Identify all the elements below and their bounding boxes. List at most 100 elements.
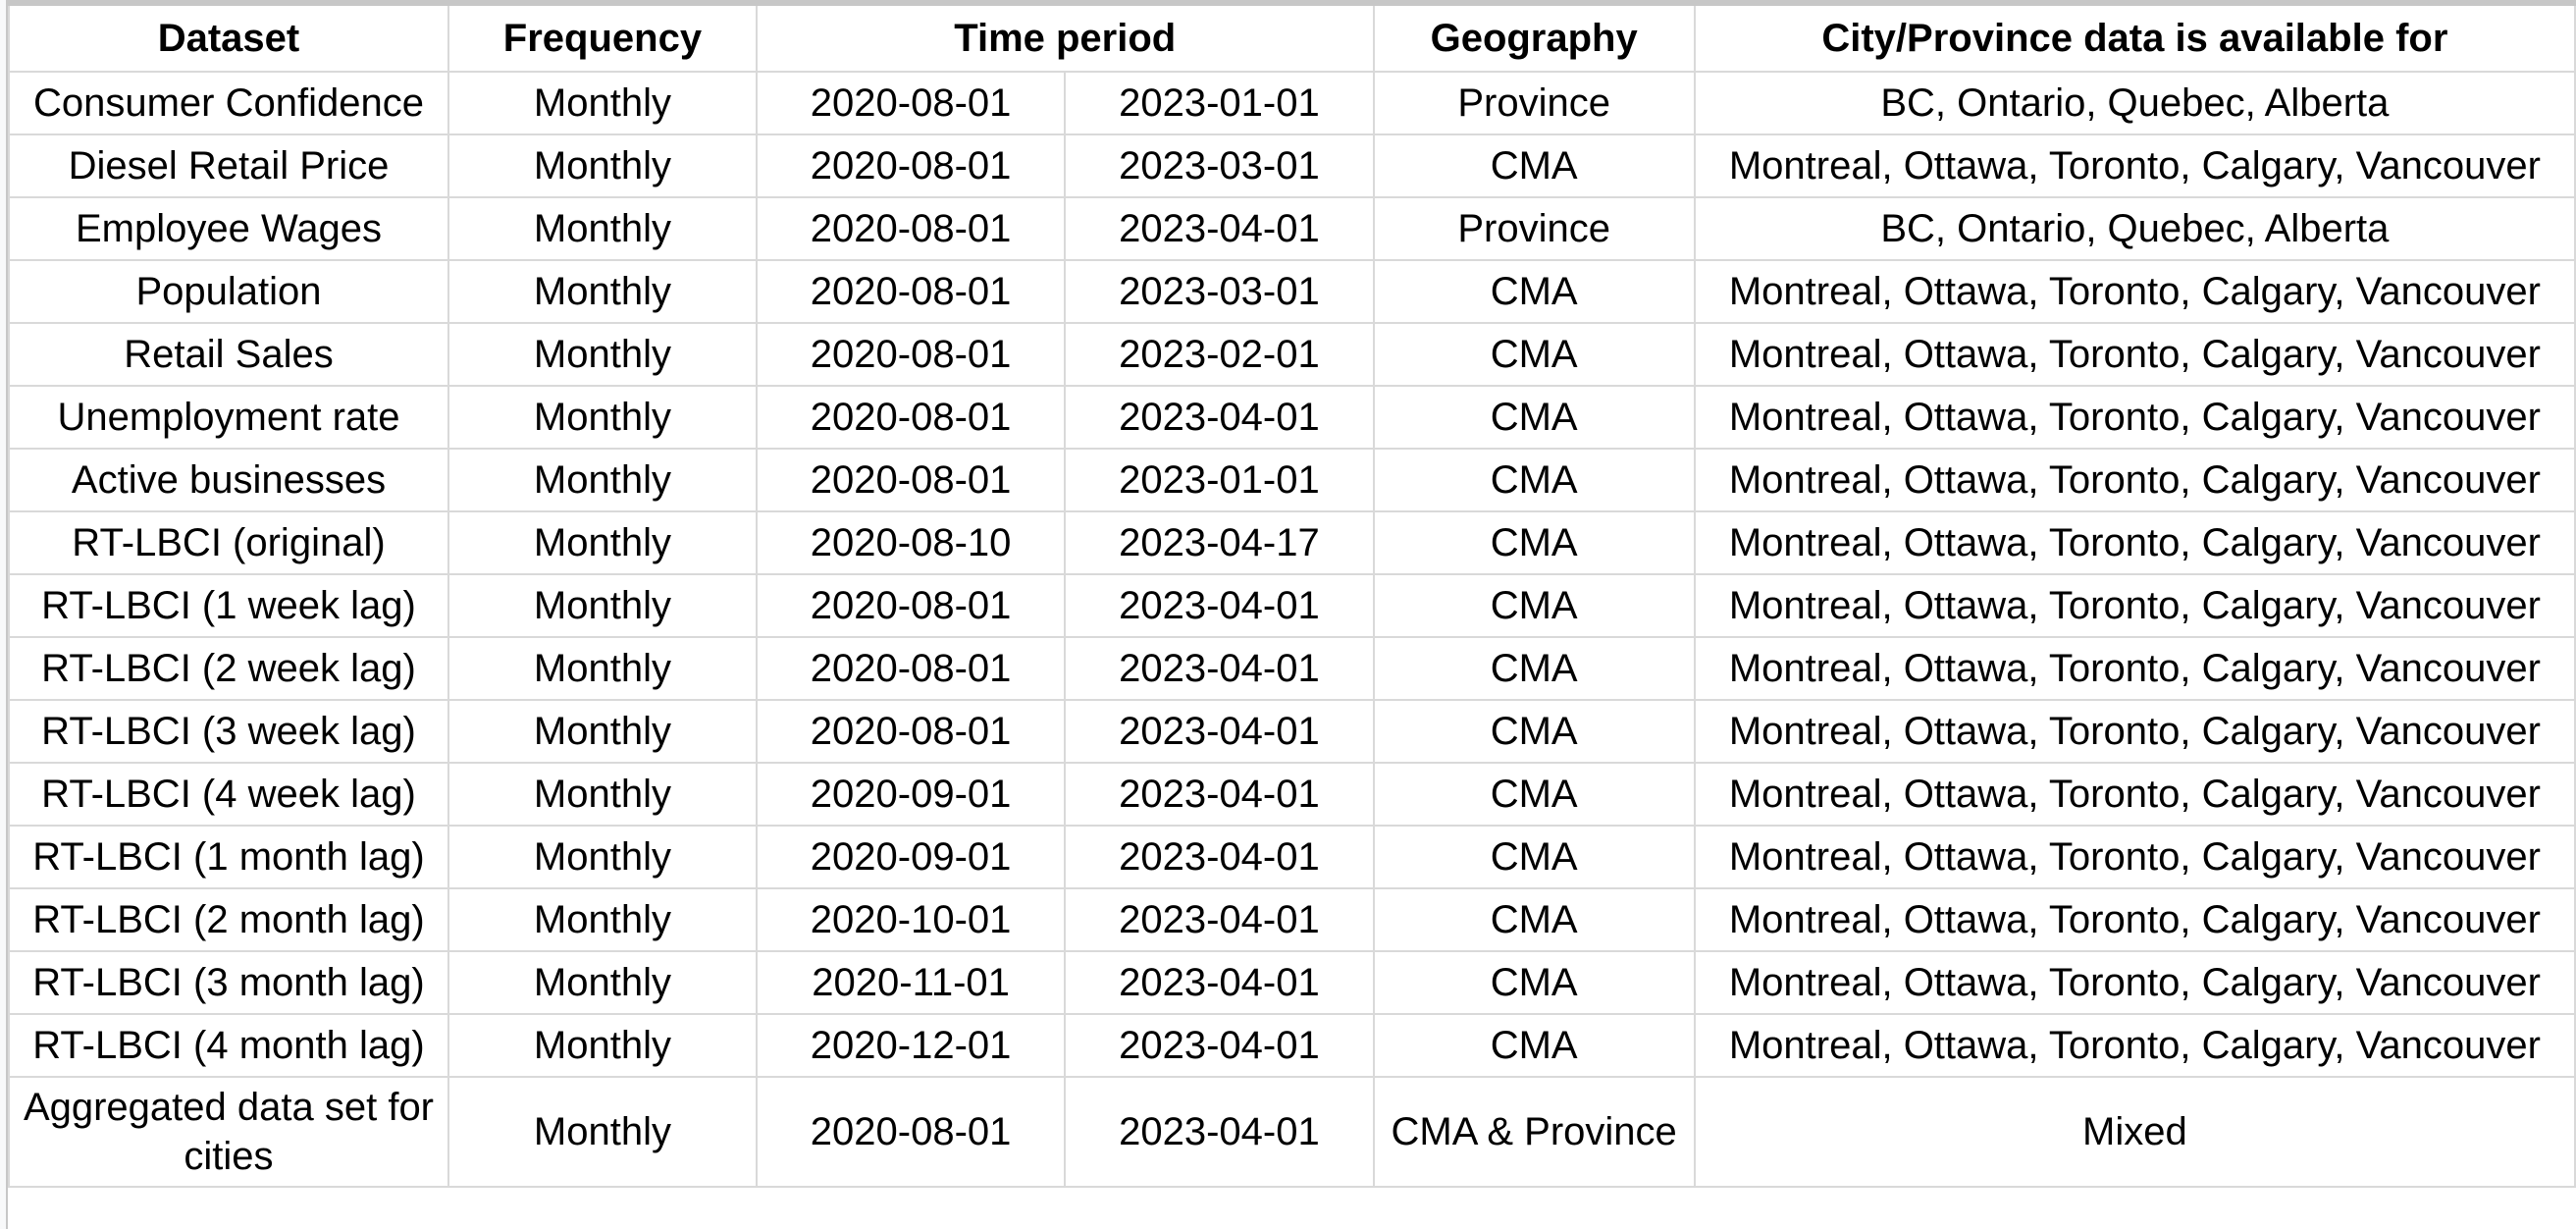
cell-frequency[interactable]: Monthly bbox=[447, 510, 758, 575]
cell-dataset[interactable]: RT-LBCI (original) bbox=[8, 510, 449, 575]
cell-cities[interactable]: Montreal, Ottawa, Toronto, Calgary, Vanc… bbox=[1693, 573, 2576, 638]
cell-end-date[interactable]: 2023-01-01 bbox=[1064, 448, 1375, 512]
cell-geography[interactable]: CMA & Province bbox=[1372, 1076, 1696, 1188]
cell-start-date[interactable]: 2020-08-01 bbox=[755, 196, 1067, 261]
cell-end-date[interactable]: 2023-04-01 bbox=[1064, 699, 1375, 764]
cell-cities[interactable]: Montreal, Ottawa, Toronto, Calgary, Vanc… bbox=[1693, 887, 2576, 952]
cell-geography[interactable]: CMA bbox=[1372, 385, 1696, 450]
cell-geography[interactable]: Province bbox=[1372, 196, 1696, 261]
cell-geography[interactable]: CMA bbox=[1372, 573, 1696, 638]
cell-end-date[interactable]: 2023-04-01 bbox=[1064, 636, 1375, 701]
cell-end-date[interactable]: 2023-03-01 bbox=[1064, 259, 1375, 324]
cell-dataset[interactable]: Consumer Confidence bbox=[8, 71, 449, 135]
cell-dataset[interactable]: RT-LBCI (2 week lag) bbox=[8, 636, 449, 701]
cell-dataset[interactable]: Employee Wages bbox=[8, 196, 449, 261]
cell-geography[interactable]: Province bbox=[1372, 71, 1696, 135]
cell-end-date[interactable]: 2023-02-01 bbox=[1064, 322, 1375, 387]
header-cell-geography[interactable]: Geography bbox=[1372, 0, 1696, 73]
cell-geography[interactable]: CMA bbox=[1372, 510, 1696, 575]
cell-start-date[interactable]: 2020-08-01 bbox=[755, 71, 1067, 135]
header-cell-time-period[interactable]: Time period bbox=[755, 0, 1375, 73]
cell-frequency[interactable]: Monthly bbox=[447, 1076, 758, 1188]
cell-start-date[interactable]: 2020-11-01 bbox=[755, 950, 1067, 1015]
cell-dataset[interactable]: RT-LBCI (1 month lag) bbox=[8, 825, 449, 889]
cell-end-date[interactable]: 2023-04-01 bbox=[1064, 825, 1375, 889]
cell-frequency[interactable]: Monthly bbox=[447, 385, 758, 450]
row-header-strip[interactable] bbox=[0, 0, 8, 1229]
cell-geography[interactable]: CMA bbox=[1372, 887, 1696, 952]
cell-start-date[interactable]: 2020-10-01 bbox=[755, 887, 1067, 952]
cell-geography[interactable]: CMA bbox=[1372, 762, 1696, 827]
cell-start-date[interactable]: 2020-08-01 bbox=[755, 1076, 1067, 1188]
cell-start-date[interactable]: 2020-08-10 bbox=[755, 510, 1067, 575]
header-cell-city-province[interactable]: City/Province data is available for bbox=[1693, 0, 2576, 73]
cell-start-date[interactable]: 2020-08-01 bbox=[755, 699, 1067, 764]
cell-frequency[interactable]: Monthly bbox=[447, 196, 758, 261]
cell-frequency[interactable]: Monthly bbox=[447, 448, 758, 512]
cell-frequency[interactable]: Monthly bbox=[447, 71, 758, 135]
cell-start-date[interactable]: 2020-09-01 bbox=[755, 762, 1067, 827]
cell-end-date[interactable]: 2023-04-17 bbox=[1064, 510, 1375, 575]
cell-cities[interactable]: Montreal, Ottawa, Toronto, Calgary, Vanc… bbox=[1693, 134, 2576, 198]
cell-geography[interactable]: CMA bbox=[1372, 448, 1696, 512]
cell-cities[interactable]: Montreal, Ottawa, Toronto, Calgary, Vanc… bbox=[1693, 322, 2576, 387]
cell-end-date[interactable]: 2023-01-01 bbox=[1064, 71, 1375, 135]
cell-geography[interactable]: CMA bbox=[1372, 699, 1696, 764]
cell-start-date[interactable]: 2020-08-01 bbox=[755, 636, 1067, 701]
cell-start-date[interactable]: 2020-08-01 bbox=[755, 385, 1067, 450]
cell-start-date[interactable]: 2020-08-01 bbox=[755, 134, 1067, 198]
cell-dataset[interactable]: RT-LBCI (4 month lag) bbox=[8, 1013, 449, 1078]
cell-end-date[interactable]: 2023-04-01 bbox=[1064, 196, 1375, 261]
cell-dataset[interactable]: RT-LBCI (2 month lag) bbox=[8, 887, 449, 952]
cell-dataset[interactable]: Aggregated data set for cities bbox=[8, 1076, 449, 1188]
cell-frequency[interactable]: Monthly bbox=[447, 950, 758, 1015]
cell-geography[interactable]: CMA bbox=[1372, 259, 1696, 324]
cell-dataset[interactable]: Active businesses bbox=[8, 448, 449, 512]
cell-cities[interactable]: Montreal, Ottawa, Toronto, Calgary, Vanc… bbox=[1693, 259, 2576, 324]
cell-dataset[interactable]: RT-LBCI (3 week lag) bbox=[8, 699, 449, 764]
cell-start-date[interactable]: 2020-08-01 bbox=[755, 322, 1067, 387]
cell-end-date[interactable]: 2023-04-01 bbox=[1064, 1076, 1375, 1188]
cell-dataset[interactable]: Unemployment rate bbox=[8, 385, 449, 450]
cell-cities[interactable]: Montreal, Ottawa, Toronto, Calgary, Vanc… bbox=[1693, 385, 2576, 450]
cell-geography[interactable]: CMA bbox=[1372, 950, 1696, 1015]
cell-frequency[interactable]: Monthly bbox=[447, 762, 758, 827]
cell-cities[interactable]: Montreal, Ottawa, Toronto, Calgary, Vanc… bbox=[1693, 825, 2576, 889]
cell-frequency[interactable]: Monthly bbox=[447, 1013, 758, 1078]
cell-cities[interactable]: Mixed bbox=[1693, 1076, 2576, 1188]
header-cell-frequency[interactable]: Frequency bbox=[447, 0, 758, 73]
cell-cities[interactable]: BC, Ontario, Quebec, Alberta bbox=[1693, 196, 2576, 261]
cell-start-date[interactable]: 2020-12-01 bbox=[755, 1013, 1067, 1078]
cell-cities[interactable]: Montreal, Ottawa, Toronto, Calgary, Vanc… bbox=[1693, 1013, 2576, 1078]
cell-end-date[interactable]: 2023-04-01 bbox=[1064, 1013, 1375, 1078]
cell-geography[interactable]: CMA bbox=[1372, 636, 1696, 701]
cell-frequency[interactable]: Monthly bbox=[447, 134, 758, 198]
cell-geography[interactable]: CMA bbox=[1372, 322, 1696, 387]
cell-frequency[interactable]: Monthly bbox=[447, 825, 758, 889]
cell-end-date[interactable]: 2023-04-01 bbox=[1064, 887, 1375, 952]
cell-end-date[interactable]: 2023-03-01 bbox=[1064, 134, 1375, 198]
cell-frequency[interactable]: Monthly bbox=[447, 573, 758, 638]
cell-end-date[interactable]: 2023-04-01 bbox=[1064, 762, 1375, 827]
cell-geography[interactable]: CMA bbox=[1372, 1013, 1696, 1078]
cell-end-date[interactable]: 2023-04-01 bbox=[1064, 950, 1375, 1015]
cell-start-date[interactable]: 2020-08-01 bbox=[755, 259, 1067, 324]
cell-frequency[interactable]: Monthly bbox=[447, 322, 758, 387]
cell-cities[interactable]: Montreal, Ottawa, Toronto, Calgary, Vanc… bbox=[1693, 448, 2576, 512]
cell-dataset[interactable]: RT-LBCI (4 week lag) bbox=[8, 762, 449, 827]
cell-geography[interactable]: CMA bbox=[1372, 825, 1696, 889]
cell-start-date[interactable]: 2020-08-01 bbox=[755, 448, 1067, 512]
cell-end-date[interactable]: 2023-04-01 bbox=[1064, 385, 1375, 450]
cell-frequency[interactable]: Monthly bbox=[447, 259, 758, 324]
cell-frequency[interactable]: Monthly bbox=[447, 887, 758, 952]
cell-cities[interactable]: Montreal, Ottawa, Toronto, Calgary, Vanc… bbox=[1693, 699, 2576, 764]
cell-dataset[interactable]: Population bbox=[8, 259, 449, 324]
cell-cities[interactable]: Montreal, Ottawa, Toronto, Calgary, Vanc… bbox=[1693, 636, 2576, 701]
cell-cities[interactable]: Montreal, Ottawa, Toronto, Calgary, Vanc… bbox=[1693, 762, 2576, 827]
cell-dataset[interactable]: Retail Sales bbox=[8, 322, 449, 387]
cell-dataset[interactable]: RT-LBCI (1 week lag) bbox=[8, 573, 449, 638]
cell-frequency[interactable]: Monthly bbox=[447, 636, 758, 701]
cell-cities[interactable]: Montreal, Ottawa, Toronto, Calgary, Vanc… bbox=[1693, 510, 2576, 575]
cell-frequency[interactable]: Monthly bbox=[447, 699, 758, 764]
cell-end-date[interactable]: 2023-04-01 bbox=[1064, 573, 1375, 638]
